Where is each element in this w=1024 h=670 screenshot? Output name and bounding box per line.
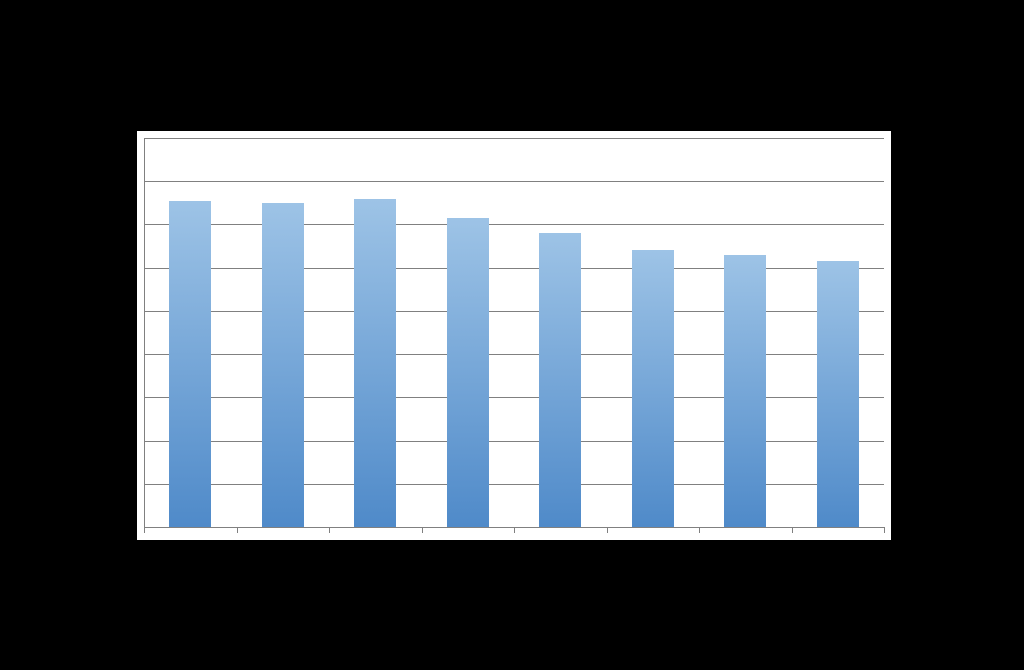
- gridline: [144, 138, 884, 139]
- bar: [724, 255, 766, 527]
- gridline: [144, 224, 884, 225]
- x-tick: [792, 527, 793, 533]
- bar: [539, 233, 581, 527]
- gridline: [144, 484, 884, 485]
- bar: [817, 261, 859, 527]
- gridline: [144, 354, 884, 355]
- x-tick: [422, 527, 423, 533]
- bar: [447, 218, 489, 527]
- gridline: [144, 311, 884, 312]
- x-tick: [884, 527, 885, 533]
- gridline: [144, 397, 884, 398]
- chart-panel: [137, 131, 891, 540]
- gridline: [144, 181, 884, 182]
- bar: [632, 250, 674, 527]
- x-tick: [144, 527, 145, 533]
- bar: [262, 203, 304, 527]
- bar: [169, 201, 211, 527]
- gridline: [144, 441, 884, 442]
- x-tick: [329, 527, 330, 533]
- bar: [354, 199, 396, 527]
- x-tick: [607, 527, 608, 533]
- bar-chart: [144, 138, 884, 527]
- x-tick: [699, 527, 700, 533]
- gridline: [144, 268, 884, 269]
- x-tick: [514, 527, 515, 533]
- y-axis: [144, 138, 145, 527]
- x-tick: [237, 527, 238, 533]
